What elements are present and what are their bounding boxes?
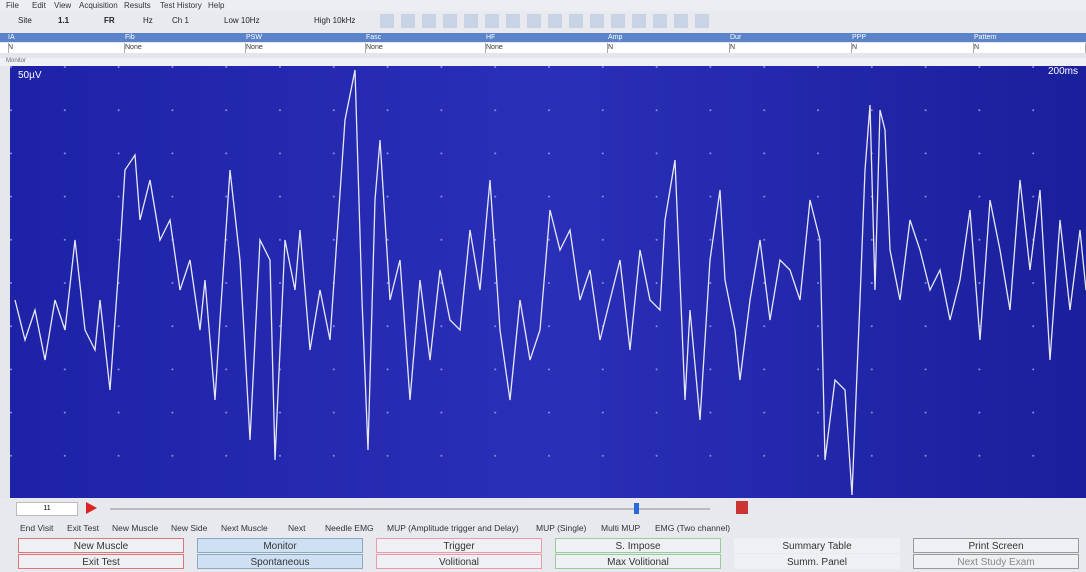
column-header: IA xyxy=(8,33,125,42)
function-key[interactable]: Multi MUP xyxy=(601,523,640,533)
panel-button[interactable]: Trigger xyxy=(376,538,542,553)
function-key[interactable]: Next xyxy=(288,523,305,533)
column-header: Fasc xyxy=(366,33,486,42)
function-key[interactable]: End Visit xyxy=(20,523,53,533)
grid-dots xyxy=(10,66,1086,498)
function-key[interactable]: New Side xyxy=(171,523,207,533)
high-filter[interactable]: High 10kHz xyxy=(314,16,355,25)
sweep-speed[interactable]: 200ms xyxy=(1048,66,1078,77)
play-button[interactable] xyxy=(84,501,98,515)
column-header: Amp xyxy=(608,33,730,42)
column-value[interactable]: None xyxy=(486,43,608,53)
hz-label: Hz xyxy=(143,16,153,25)
panel-button[interactable]: S. Impose xyxy=(555,538,721,553)
column-value[interactable]: None xyxy=(366,43,486,53)
function-key[interactable]: Exit Test xyxy=(67,523,99,533)
channel[interactable]: Ch 1 xyxy=(172,16,189,25)
site-value[interactable]: 1.1 xyxy=(58,16,69,25)
value-lead xyxy=(0,43,9,53)
panel-button[interactable]: Next Study Exam xyxy=(913,554,1079,569)
menu-item[interactable]: Help xyxy=(208,1,224,10)
panel-button[interactable]: Spontaneous xyxy=(197,554,363,569)
panel-button[interactable]: Max Volitional xyxy=(555,554,721,569)
panel-button[interactable]: Volitional xyxy=(376,554,542,569)
toolbar: Site 1.1 FR Hz Ch 1 Low 10Hz High 10kHz xyxy=(0,11,1086,33)
menu-item[interactable]: File xyxy=(6,1,19,10)
column-header: PSW xyxy=(246,33,366,42)
column-value[interactable]: N xyxy=(974,43,1086,53)
menu-item[interactable]: View xyxy=(54,1,71,10)
column-value[interactable]: N xyxy=(608,43,730,53)
column-header: Pattern xyxy=(974,33,1086,42)
column-value[interactable]: N xyxy=(852,43,974,53)
menu-bar: File Edit View Acquisition Results Test Histo… xyxy=(0,0,1086,11)
panel-button[interactable]: Summary Table xyxy=(734,538,900,553)
panel-button[interactable]: Summ. Panel xyxy=(734,554,900,569)
function-key[interactable]: MUP (Single) xyxy=(536,523,586,533)
function-key[interactable]: Needle EMG xyxy=(325,523,374,533)
side-value[interactable]: FR xyxy=(104,16,115,25)
delete-button[interactable] xyxy=(736,501,748,514)
column-header: HF xyxy=(486,33,608,42)
function-key[interactable]: EMG (Two channel) xyxy=(655,523,730,533)
header-lead xyxy=(0,33,8,42)
mode-label: Monitor xyxy=(6,58,26,64)
menu-item[interactable]: Acquisition xyxy=(79,1,118,10)
column-value[interactable]: N xyxy=(730,43,852,53)
site-label: Site xyxy=(18,16,32,25)
counter: 11 xyxy=(16,502,78,516)
column-value[interactable]: None xyxy=(125,43,246,53)
column-header: Dur xyxy=(730,33,852,42)
panel-button[interactable]: Print Screen xyxy=(913,538,1079,553)
function-key[interactable]: MUP (Amplitude trigger and Delay) xyxy=(387,523,519,533)
function-key[interactable]: New Muscle xyxy=(112,523,158,533)
column-value[interactable]: N xyxy=(8,43,125,53)
function-key[interactable]: Next Muscle xyxy=(221,523,268,533)
low-filter[interactable]: Low 10Hz xyxy=(224,16,260,25)
tool-icons[interactable] xyxy=(380,14,710,28)
emg-screen: File Edit View Acquisition Results Test Histo… xyxy=(0,0,1086,572)
column-value[interactable]: None xyxy=(246,43,366,53)
timeline-thumb[interactable] xyxy=(634,503,639,514)
column-header: PPP xyxy=(852,33,974,42)
trace-area: 50µV 200ms xyxy=(10,66,1086,498)
menu-item[interactable]: Edit xyxy=(32,1,46,10)
sensitivity[interactable]: 50µV xyxy=(18,70,42,81)
panel-button[interactable]: New Muscle xyxy=(18,538,184,553)
timeline[interactable] xyxy=(110,508,710,510)
menu-item[interactable]: Results xyxy=(124,1,151,10)
column-header: Fib xyxy=(125,33,246,42)
mode-bar: Monitor xyxy=(0,58,1086,66)
panel-button[interactable]: Monitor xyxy=(197,538,363,553)
menu-item[interactable]: Test History xyxy=(160,1,202,10)
panel-button[interactable]: Exit Test xyxy=(18,554,184,569)
